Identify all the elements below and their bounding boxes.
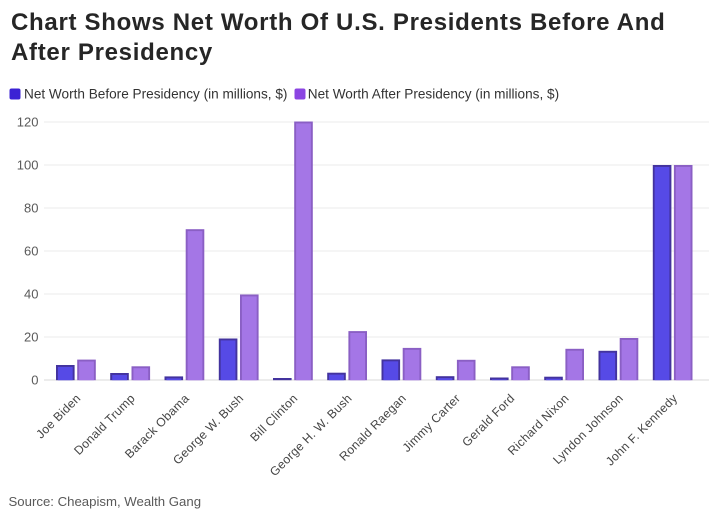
svg-text:0: 0 xyxy=(31,373,38,388)
svg-text:20: 20 xyxy=(24,330,38,345)
svg-text:80: 80 xyxy=(24,201,38,216)
svg-text:Chart Shows Net Worth Of U.S.: Chart Shows Net Worth Of U.S. Presidents… xyxy=(11,9,665,36)
svg-text:120: 120 xyxy=(17,115,39,130)
svg-text:Source: Cheapism, Wealth Gang: Source: Cheapism, Wealth Gang xyxy=(9,494,202,509)
svg-text:Net Worth Before Presidency (i: Net Worth Before Presidency (in millions… xyxy=(24,87,287,102)
svg-text:Net Worth After Presidency (in: Net Worth After Presidency (in millions,… xyxy=(308,87,559,102)
svg-text:After Presidency: After Presidency xyxy=(11,39,213,66)
svg-text:100: 100 xyxy=(17,158,39,173)
svg-text:40: 40 xyxy=(24,287,38,302)
svg-text:60: 60 xyxy=(24,244,38,259)
